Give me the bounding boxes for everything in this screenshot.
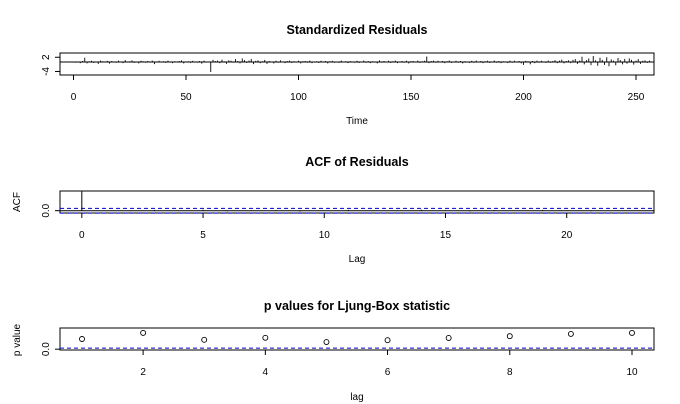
residuals-marks (60, 56, 654, 72)
acf-x-label: Lag (349, 254, 366, 265)
ljung-box-point (262, 334, 269, 341)
residuals-y-tick-label: -4 (41, 67, 52, 76)
ljung-box-point (445, 335, 452, 341)
acf-y-axis: 0.0 (41, 203, 60, 218)
ljung-box-x-tick-label: 10 (626, 367, 638, 378)
ljung-box-point (201, 336, 208, 343)
residuals-x-axis: 0 50 100 150 200 250 (71, 75, 645, 103)
panel-standardized-residuals: Standardized Residuals 0 50 100 150 200 250 -… (41, 23, 655, 127)
residuals-x-label: Time (346, 116, 368, 127)
ljung-box-x-tick-label: 8 (507, 367, 513, 378)
residuals-x-tick-label: 150 (403, 92, 420, 103)
acf-plot-frame (59, 190, 655, 214)
acf-title: ACF of Residuals (305, 155, 409, 169)
ljung-box-plot-frame (59, 327, 655, 351)
panel-ljung-box: p values for Ljung-Box statistic 2 4 6 8 10 … (12, 299, 655, 403)
residuals-title: Standardized Residuals (286, 23, 427, 37)
residuals-x-tick-label: 50 (180, 92, 192, 103)
acf-marks (60, 191, 654, 214)
residuals-y-tick-label: 2 (41, 54, 52, 60)
acf-y-tick-label: 0.0 (41, 203, 52, 217)
residuals-x-tick-label: 200 (515, 92, 532, 103)
panel-acf-residuals: ACF of Residuals 0 5 10 15 20 0.0 Lag ACF (12, 155, 655, 265)
residuals-x-tick-label: 0 (71, 92, 77, 103)
ljung-box-marks (60, 329, 654, 349)
ljung-box-x-tick-label: 4 (263, 367, 269, 378)
acf-x-axis: 0 5 10 15 20 (79, 213, 573, 241)
residuals-x-tick-label: 100 (290, 92, 307, 103)
acf-x-tick-label: 20 (561, 230, 573, 241)
ljung-box-x-tick-label: 6 (385, 367, 391, 378)
ljung-box-title: p values for Ljung-Box statistic (264, 299, 450, 313)
residuals-x-tick-label: 250 (628, 92, 645, 103)
ljung-box-point (629, 329, 635, 336)
ljung-box-point (323, 339, 330, 346)
ljung-box-y-label: p value (12, 323, 23, 356)
ljung-box-point (140, 329, 147, 336)
acf-x-tick-label: 5 (200, 230, 206, 241)
ljung-box-y-tick-label: 0.0 (41, 342, 52, 356)
ljung-box-point (79, 336, 85, 342)
ljung-box-x-axis: 2 4 6 8 10 (140, 350, 638, 378)
acf-y-label: ACF (12, 192, 23, 212)
residuals-y-axis: -4 2 (41, 54, 60, 76)
acf-x-tick-label: 15 (440, 230, 452, 241)
ljung-box-x-label: lag (350, 392, 363, 403)
ljung-box-point (506, 333, 513, 340)
ljung-box-point (567, 330, 574, 337)
residuals-plot-frame (59, 52, 655, 76)
ljung-box-y-axis: 0.0 (41, 342, 60, 356)
ljung-box-x-tick-label: 2 (140, 367, 146, 378)
ljung-box-point (384, 337, 391, 344)
acf-x-tick-label: 0 (79, 230, 85, 241)
acf-x-tick-label: 10 (319, 230, 331, 241)
